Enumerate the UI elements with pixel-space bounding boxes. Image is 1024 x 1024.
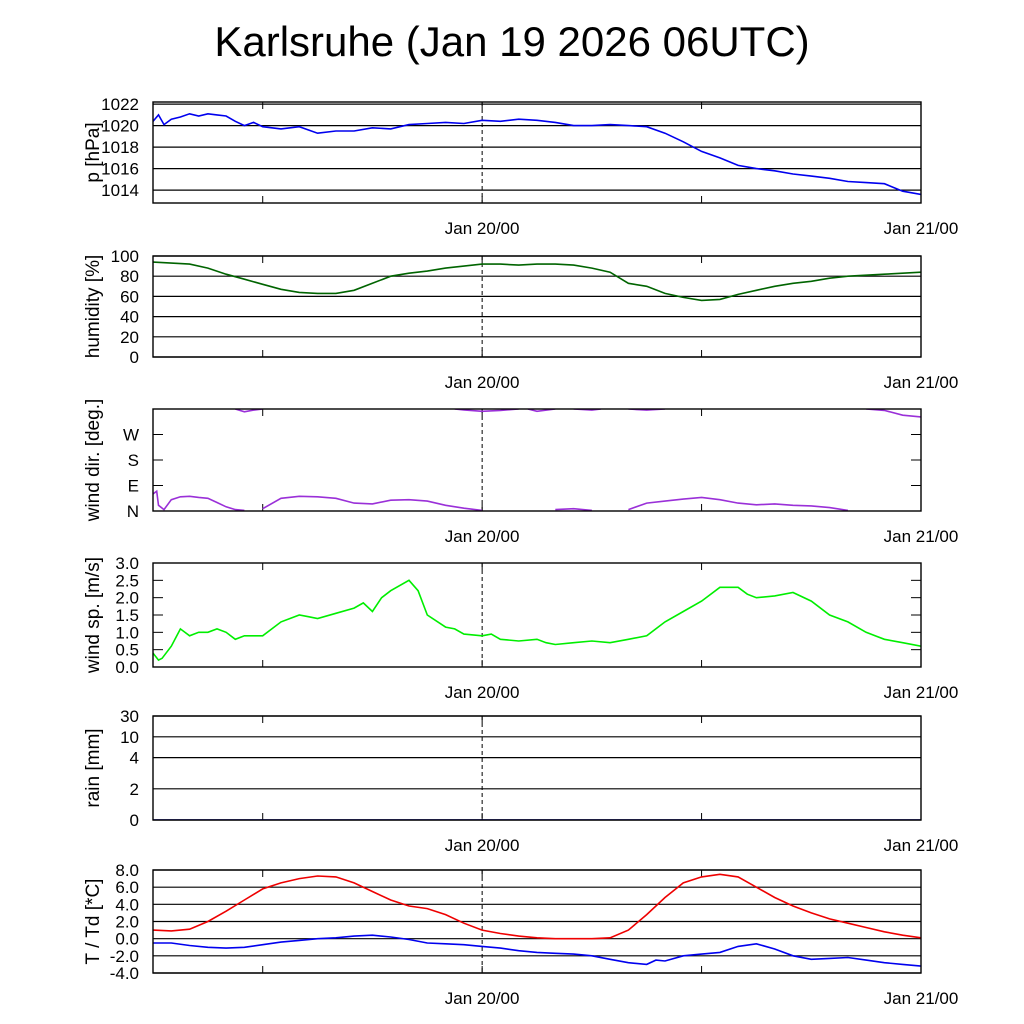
wind-direction-series-line: [866, 409, 921, 418]
pressure-ytick-label: 1020: [101, 117, 139, 136]
wind-direction-series-line: [262, 495, 483, 511]
temperature-ylabel: T / Td [*C]: [83, 879, 104, 965]
temperature-xtick-label: Jan 20/00: [445, 989, 520, 1008]
rain-xtick-label: Jan 21/00: [884, 836, 959, 855]
wind-direction-ytick-label: N: [127, 502, 139, 521]
wind-speed-ytick-label: 1.5: [115, 606, 139, 625]
humidity-ytick-label: 60: [120, 287, 139, 306]
rain-ylabel: rain [mm]: [83, 728, 104, 807]
humidity-ytick-label: 40: [120, 308, 139, 327]
humidity-ylabel: humidity [%]: [83, 255, 104, 358]
rain-panel: 0 2 4 10 30 rain [mm] Jan 20/00 Jan 21/00: [83, 707, 958, 855]
wind-speed-ylabel: wind sp. [m/s]: [83, 557, 104, 674]
temperature-ytick-label: 0.0: [115, 930, 139, 949]
wind-speed-ytick-label: 1.0: [115, 623, 139, 642]
humidity-ytick-label: 100: [111, 247, 139, 266]
wind-direction-ytick-label: W: [123, 426, 139, 445]
wind-speed-panel: 0.00.51.01.52.02.53.0 wind sp. [m/s] Jan 2…: [83, 554, 958, 702]
wind-speed-xtick-label: Jan 20/00: [445, 683, 520, 702]
temperature-ytick-label: 4.0: [115, 895, 139, 914]
temperature-panel: -4.0-2.00.02.04.06.08.0 T / Td [*C] Jan 20…: [83, 861, 958, 1008]
wind-speed-ytick-label: 0.5: [115, 641, 139, 660]
rain-xtick-label: Jan 20/00: [445, 836, 520, 855]
humidity-xtick-label: Jan 20/00: [445, 373, 520, 392]
pressure-xtick-label: Jan 20/00: [445, 219, 520, 238]
humidity-ytick-label: 20: [120, 328, 139, 347]
wind-speed-ytick-label: 2.0: [115, 589, 139, 608]
pressure-ytick-label: 1014: [101, 181, 139, 200]
wind-direction-series-line: [153, 489, 245, 511]
wind-speed-ytick-label: 0.0: [115, 658, 139, 677]
temperature-ytick-label: 2.0: [115, 913, 139, 932]
wind-direction-frame: [152, 408, 922, 512]
pressure-frame: [152, 101, 922, 204]
wind-speed-ytick-label: 2.5: [115, 571, 139, 590]
wind-direction-xtick-label: Jan 20/00: [445, 527, 520, 546]
pressure-panel: 1014 1016 1018 1020 1022 p [hPa] Jan 20/00 Jan …: [83, 95, 958, 238]
rain-frame: [152, 715, 922, 821]
pressure-ytick-label: 1016: [101, 160, 139, 179]
temperature-ytick-label: -4.0: [110, 964, 139, 983]
wind-speed-series-line: [153, 579, 921, 662]
wind-direction-series-line: [628, 496, 849, 511]
page-title: Karlsruhe (Jan 19 2026 06UTC): [214, 18, 810, 65]
wind-direction-ylabel: wind dir. [deg.]: [83, 399, 104, 523]
temperature-xtick-label: Jan 21/00: [884, 989, 959, 1008]
wind-speed-ytick-label: 3.0: [115, 554, 139, 573]
wind-direction-xtick-label: Jan 21/00: [884, 527, 959, 546]
rain-ytick-label: 2: [130, 780, 139, 799]
humidity-ytick-label: 0: [130, 348, 139, 367]
wind-speed-frame: [152, 562, 922, 668]
pressure-ytick-label: 1018: [101, 138, 139, 157]
temperature-series-line: [153, 934, 921, 967]
wind-direction-series-line: [555, 507, 592, 511]
pressure-ylabel: p [hPa]: [83, 122, 104, 182]
humidity-series-line: [153, 261, 921, 302]
wind-direction-ytick-label: S: [128, 451, 139, 470]
pressure-ytick-label: 1022: [101, 95, 139, 114]
temperature-ytick-label: -2.0: [110, 947, 139, 966]
humidity-frame: [152, 255, 922, 358]
humidity-xtick-label: Jan 21/00: [884, 373, 959, 392]
temperature-frame: [152, 869, 922, 974]
rain-ytick-label: 30: [120, 707, 139, 726]
wind-speed-xtick-label: Jan 21/00: [884, 683, 959, 702]
temperature-series-line: [153, 873, 921, 940]
wind-direction-series-line: [527, 409, 556, 413]
temperature-ytick-label: 8.0: [115, 861, 139, 880]
pressure-xtick-label: Jan 21/00: [884, 219, 959, 238]
wind-direction-ytick-label: E: [128, 477, 139, 496]
rain-ytick-label: 0: [130, 811, 139, 830]
rain-ytick-label: 4: [130, 749, 139, 768]
pressure-series-line: [153, 112, 921, 196]
rain-ytick-label: 10: [120, 728, 139, 747]
temperature-ytick-label: 6.0: [115, 878, 139, 897]
humidity-ytick-label: 80: [120, 267, 139, 286]
